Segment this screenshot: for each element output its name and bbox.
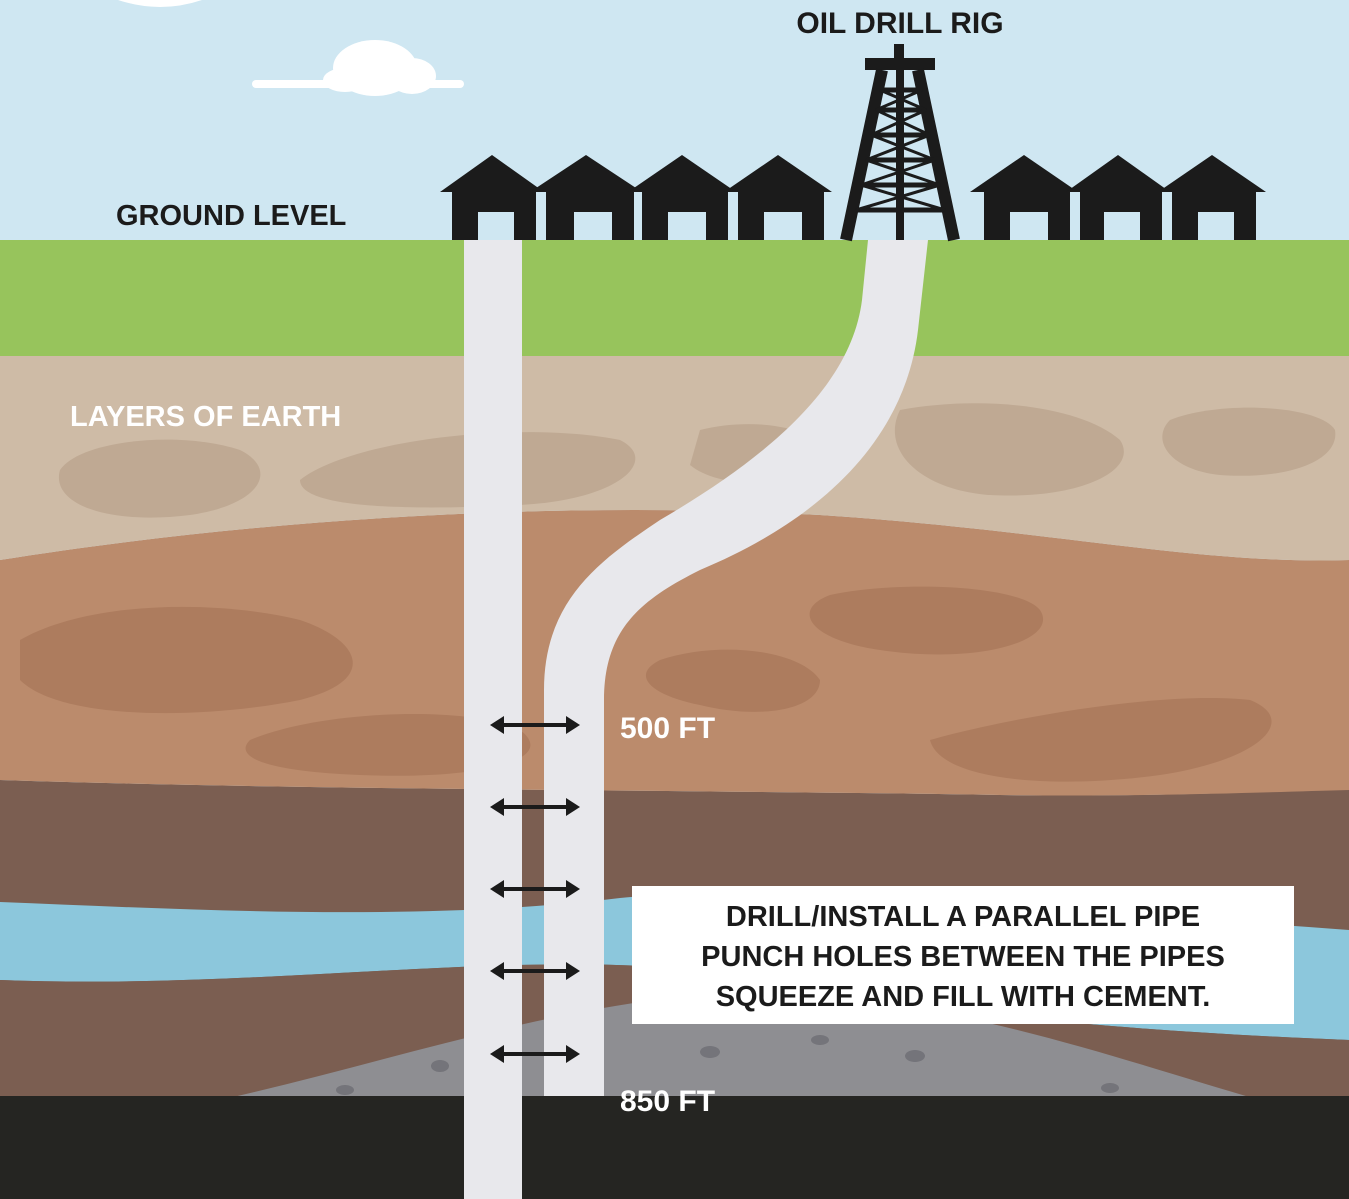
bedrock-surface	[0, 1096, 1349, 1199]
depth-850-label: 850 FT	[620, 1085, 715, 1118]
houses-right	[970, 155, 1266, 240]
depth-500-label: 500 FT	[620, 712, 715, 745]
callout-line: PUNCH HOLES BETWEEN THE PIPES	[701, 941, 1225, 973]
callout-line: SQUEEZE AND FILL WITH CEMENT.	[716, 981, 1211, 1013]
rig-label: OIL DRILL RIG	[796, 7, 1003, 40]
grass-layer	[0, 240, 1349, 356]
clay-blobs	[20, 586, 1272, 782]
vertical-well-pipe	[464, 240, 522, 1199]
sun-icon	[118, 0, 202, 7]
double-arrow-icon	[490, 880, 580, 898]
house-icon	[1158, 155, 1266, 240]
house-icon	[628, 155, 736, 240]
house-icon	[530, 155, 642, 240]
callout-line: DRILL/INSTALL A PARALLEL PIPE	[726, 901, 1200, 933]
cloud-icon	[252, 40, 464, 96]
house-icon	[724, 155, 832, 240]
parallel-pipe	[544, 240, 928, 1096]
callout-box	[632, 886, 1294, 1024]
tan-layer	[0, 352, 1349, 561]
double-arrow-icon	[490, 798, 580, 816]
double-arrow-icon	[490, 716, 580, 734]
oil-rig-icon	[840, 44, 960, 242]
cement-speckles	[336, 1035, 1119, 1095]
layers-of-earth-label: LAYERS OF EARTH	[70, 401, 341, 433]
house-icon	[1066, 155, 1170, 240]
house-icon	[970, 155, 1078, 240]
double-arrow-icon	[490, 962, 580, 980]
double-arrow-icon	[490, 1045, 580, 1063]
house-icon	[440, 155, 544, 240]
houses-left	[440, 155, 832, 240]
ground-level-label: GROUND LEVEL	[116, 200, 346, 232]
